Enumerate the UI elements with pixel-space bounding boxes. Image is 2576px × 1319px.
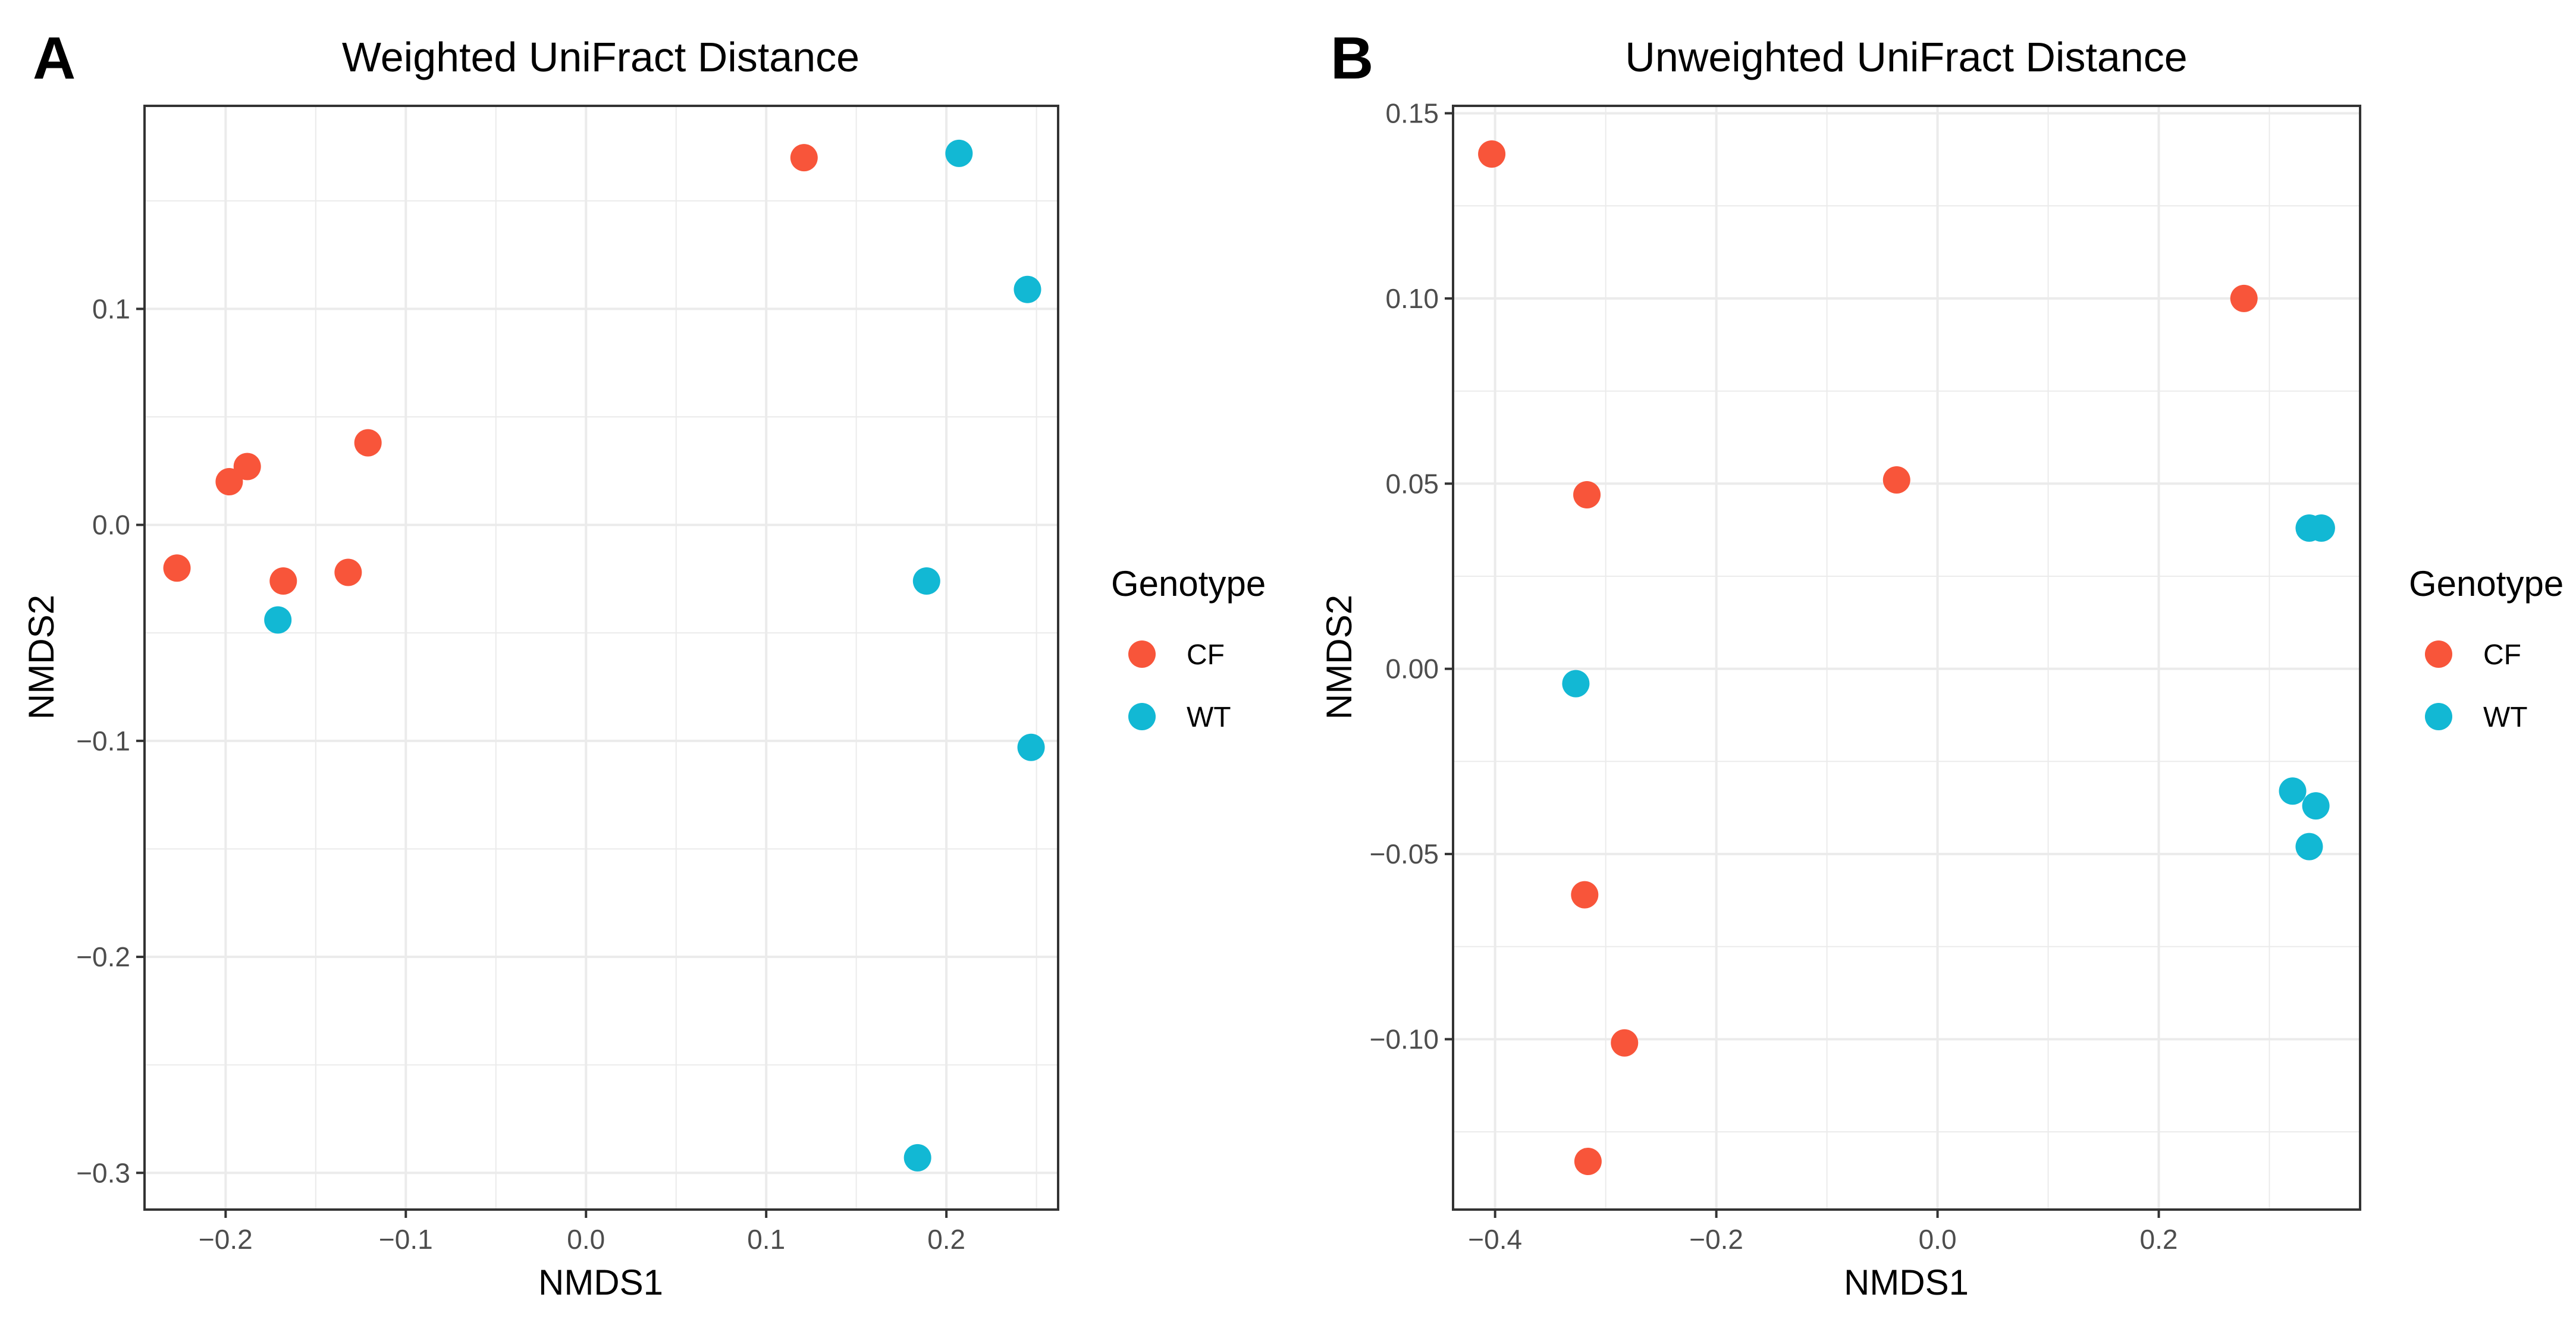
legend-key-cf-b xyxy=(2425,640,2452,668)
data-point-wt xyxy=(1014,275,1041,303)
gridlines-a xyxy=(145,106,1058,1210)
panel-border-b xyxy=(1452,105,2361,1211)
y-tick-label: −0.2 xyxy=(76,941,130,972)
legend-key-cf-a xyxy=(1128,640,1156,668)
x-axis-ticks-a: −0.2 −0.1 0.0 0.1 0.2 xyxy=(199,1210,965,1255)
data-point-wt xyxy=(2295,833,2323,861)
y-tick-label: −0.1 xyxy=(76,726,130,756)
y-tick-label: 0.10 xyxy=(1385,283,1439,314)
data-point-cf xyxy=(233,453,261,481)
y-tick-label: −0.3 xyxy=(76,1157,130,1188)
legend-label-cf-b: CF xyxy=(2483,639,2521,671)
data-point-cf xyxy=(1478,140,1506,168)
data-point-wt xyxy=(2302,792,2330,820)
data-point-wt xyxy=(1562,670,1590,698)
plot-area-a xyxy=(145,106,1058,1210)
data-point-cf xyxy=(334,558,362,586)
legend-title-b: Genotype xyxy=(2409,564,2564,604)
legend-label-cf-a: CF xyxy=(1187,639,1225,671)
data-point-wt xyxy=(912,567,940,595)
panel-letter-a: A xyxy=(33,25,76,92)
y-tick-label: 0.15 xyxy=(1385,98,1439,128)
legend-label-wt-b: WT xyxy=(2483,702,2528,733)
panel-border-a xyxy=(143,105,1059,1211)
data-point-wt xyxy=(2279,777,2307,805)
data-point-cf xyxy=(1574,1148,1602,1176)
x-tick-label: −0.1 xyxy=(379,1224,433,1255)
legend-title-a: Genotype xyxy=(1111,564,1266,604)
panel-b: B Unweighted UniFract Distance −0.4 −0.2 0… xyxy=(1319,25,2564,1302)
y-tick-label: 0.05 xyxy=(1385,468,1439,499)
data-point-cf xyxy=(1571,881,1599,909)
legend-label-wt-a: WT xyxy=(1187,702,1231,733)
data-point-cf xyxy=(2230,284,2258,312)
data-point-wt xyxy=(945,139,973,167)
x-tick-label: 0.1 xyxy=(747,1224,785,1255)
y-tick-label: 0.1 xyxy=(92,293,130,324)
x-tick-label: −0.4 xyxy=(1468,1224,1522,1255)
y-tick-label: −0.10 xyxy=(1370,1024,1439,1055)
data-point-wt xyxy=(1017,733,1045,761)
y-axis-ticks-b: −0.10 −0.05 0.00 0.05 0.10 0.15 xyxy=(1370,98,1453,1055)
legend-a: Genotype CF WT xyxy=(1111,564,1266,733)
y-tick-label: 0.00 xyxy=(1385,654,1439,684)
x-axis-label-b: NMDS1 xyxy=(1844,1263,1969,1302)
x-tick-label: −0.2 xyxy=(199,1224,253,1255)
x-tick-label: −0.2 xyxy=(1689,1224,1743,1255)
x-tick-label: 0.2 xyxy=(927,1224,965,1255)
points-b xyxy=(1478,140,2335,1176)
x-tick-label: 0.0 xyxy=(567,1224,605,1255)
data-point-cf xyxy=(163,554,191,582)
y-tick-label: −0.05 xyxy=(1370,838,1439,869)
points-a xyxy=(163,139,1045,1172)
x-tick-label: 0.0 xyxy=(1919,1224,1957,1255)
x-tick-label: 0.2 xyxy=(2140,1224,2178,1255)
data-point-cf xyxy=(1882,466,1910,494)
gridlines-b xyxy=(1453,106,2360,1210)
y-axis-label-a: NMDS2 xyxy=(21,595,61,720)
data-point-cf xyxy=(1611,1029,1639,1057)
data-point-wt xyxy=(264,606,292,634)
plot-title-b: Unweighted UniFract Distance xyxy=(1625,34,2187,80)
data-point-cf xyxy=(354,429,382,457)
x-axis-label-a: NMDS1 xyxy=(538,1263,663,1302)
y-tick-label: 0.0 xyxy=(92,510,130,541)
data-point-cf xyxy=(215,467,243,495)
data-point-cf xyxy=(790,144,818,172)
data-point-cf xyxy=(269,567,297,595)
plot-title-a: Weighted UniFract Distance xyxy=(342,34,859,80)
legend-key-wt-b xyxy=(2425,703,2452,730)
y-axis-ticks-a: −0.3 −0.2 −0.1 0.0 0.1 xyxy=(76,293,145,1188)
panel-letter-b: B xyxy=(1331,25,1373,92)
plot-area-b xyxy=(1453,106,2360,1210)
data-point-wt xyxy=(903,1144,931,1172)
legend-b: Genotype CF WT xyxy=(2409,564,2564,733)
x-axis-ticks-b: −0.4 −0.2 0.0 0.2 xyxy=(1468,1210,2178,1255)
data-point-cf xyxy=(1573,481,1601,508)
y-axis-label-b: NMDS2 xyxy=(1319,595,1359,720)
data-point-wt xyxy=(2307,514,2335,542)
legend-key-wt-a xyxy=(1128,703,1156,730)
panel-a: A Weighted UniFract Distance −0.2 −0.1 0.0… xyxy=(21,25,1266,1302)
